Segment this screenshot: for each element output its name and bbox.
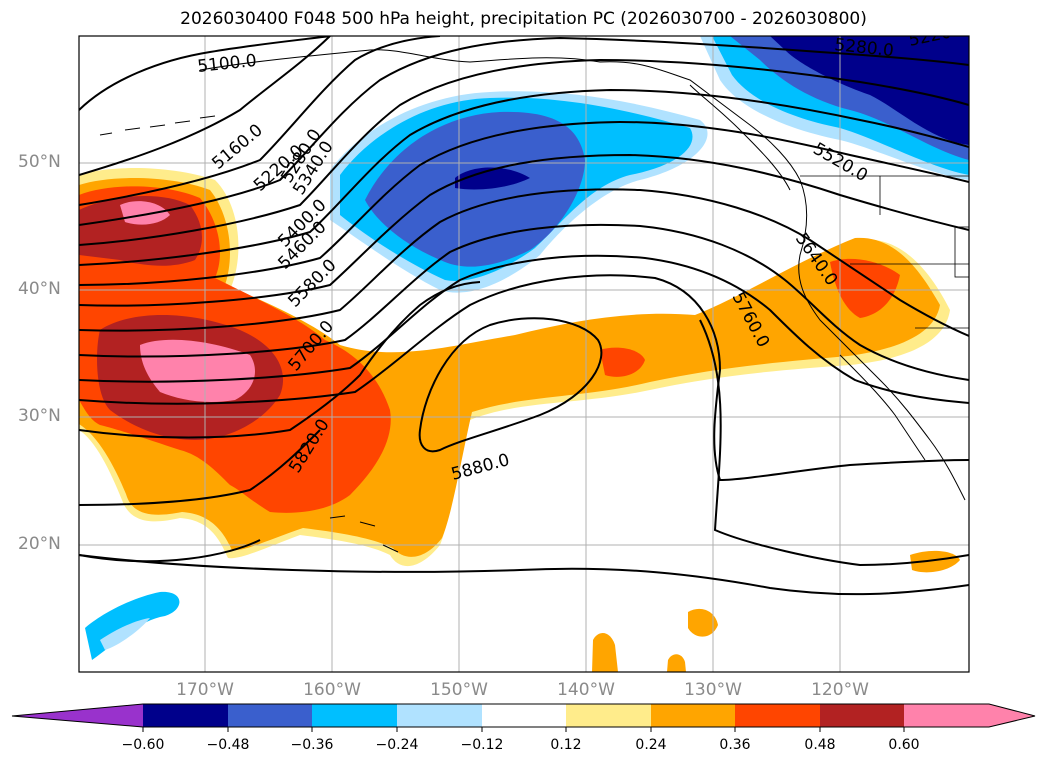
colorbar-tick-label: −0.48 xyxy=(206,737,250,753)
pos-precip-mid-red xyxy=(600,347,645,377)
contour-5580 xyxy=(79,188,969,337)
colorbar-tick-label: 0.12 xyxy=(550,737,582,753)
colorbar-tick-label: 0.48 xyxy=(804,737,836,753)
colorbar-under-arrow xyxy=(12,704,143,727)
contour-5640 xyxy=(79,223,969,381)
lon-label: 130°W xyxy=(684,680,742,700)
contour-5760 xyxy=(79,274,969,482)
height-contours xyxy=(79,36,969,596)
contour-5880 xyxy=(418,317,603,453)
hawaii-islands xyxy=(329,515,399,553)
alaska-coast xyxy=(199,49,966,501)
colorbar-tick-label: −0.36 xyxy=(290,737,334,753)
colorbar-ticks xyxy=(142,727,905,732)
lon-label: 140°W xyxy=(557,680,615,700)
contour-bottom xyxy=(79,554,969,596)
contour-5700 xyxy=(79,254,969,404)
map-frame xyxy=(78,35,970,673)
lon-label: 160°W xyxy=(303,680,361,700)
lon-label: 120°W xyxy=(811,680,869,700)
lat-label: 50°N xyxy=(18,152,61,172)
colorbar-swatch xyxy=(820,704,904,727)
neg-precip-sw-light xyxy=(100,618,150,650)
colorbar-tick-label: 0.24 xyxy=(635,737,667,753)
pos-precip-se xyxy=(910,550,960,573)
neg-precip-darkest xyxy=(455,167,530,190)
lon-label: 170°W xyxy=(176,680,234,700)
contour-5400 xyxy=(79,88,969,266)
contour-5520 xyxy=(79,153,969,307)
baja-coast xyxy=(839,354,926,461)
colorbar-tick-label: −0.12 xyxy=(460,737,504,753)
colorbar-swatch xyxy=(566,704,651,727)
pos-precip-s2 xyxy=(592,633,618,672)
pos-precip-east-red xyxy=(830,258,900,318)
lon-label: 150°W xyxy=(430,680,488,700)
contour-5820-s xyxy=(79,429,321,506)
contour-5220 xyxy=(79,36,441,206)
colorbar xyxy=(11,703,1036,732)
colorbar-swatch xyxy=(228,704,312,727)
pos-precip-s1 xyxy=(688,608,718,637)
lat-label: 40°N xyxy=(18,279,61,299)
bering-islands xyxy=(99,115,216,136)
colorbar-swatch xyxy=(312,704,397,727)
contour-5340 xyxy=(79,58,969,246)
colorbar-swatch xyxy=(735,704,820,727)
colorbar-tick-label: −0.60 xyxy=(121,737,165,753)
colorbar-swatch xyxy=(651,704,735,727)
colorbar-tick-label: −0.24 xyxy=(375,737,419,753)
contour-5640-e xyxy=(699,319,969,567)
colorbar-swatch xyxy=(143,704,228,727)
contour-5100 xyxy=(79,36,331,111)
colorbar-over-arrow xyxy=(989,704,1035,727)
lat-label: 20°N xyxy=(18,534,61,554)
colorbar-swatch xyxy=(904,704,989,727)
contour-5820 xyxy=(79,281,481,439)
pos-precip-s3 xyxy=(667,654,686,672)
colorbar-swatch xyxy=(482,704,566,727)
map-title: 2026030400 F048 500 hPa height, precipit… xyxy=(180,9,867,29)
pos-precip-pink xyxy=(120,201,255,403)
contour-5460 xyxy=(79,120,969,286)
neg-precip-north-darkest xyxy=(770,36,969,145)
contour-5160 xyxy=(79,36,331,176)
colorbar-tick-label: 0.60 xyxy=(888,737,920,753)
colorbar-tick-label: 0.36 xyxy=(719,737,751,753)
lat-label: 30°N xyxy=(18,406,61,426)
contour-5280-w xyxy=(79,36,969,226)
colorbar-swatch xyxy=(397,704,482,727)
